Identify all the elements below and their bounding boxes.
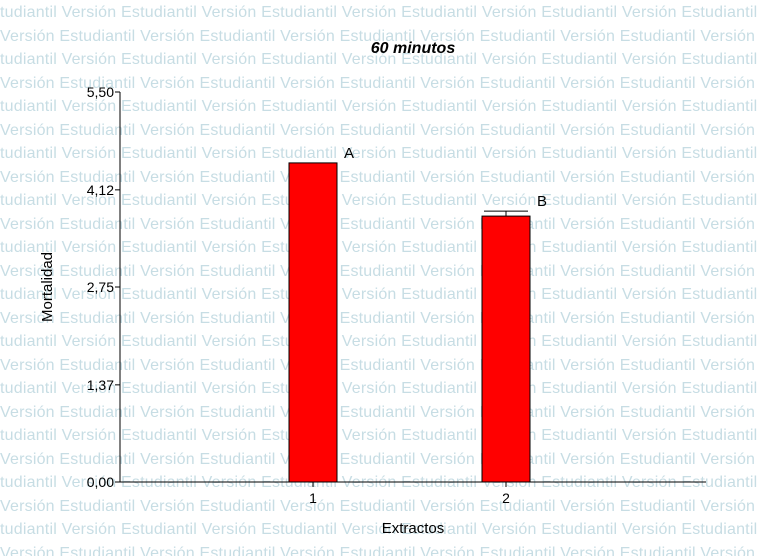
y-tick-label: 4,12 <box>87 182 114 198</box>
axes <box>119 92 706 483</box>
bar-label-B: B <box>537 193 547 210</box>
y-ticks: 0,00 1,37 2,75 4,12 5,50 <box>87 84 120 490</box>
bar-labels: AB <box>344 145 547 210</box>
x-axis-label: Extractos <box>382 520 445 537</box>
y-axis-label: Mortalidad <box>39 252 56 322</box>
x-tick-label: 1 <box>309 490 317 506</box>
y-tick-label: 0,00 <box>87 474 114 490</box>
x-tick-label: 2 <box>502 490 510 506</box>
y-tick-label: 5,50 <box>87 84 114 100</box>
bar-1 <box>288 162 338 483</box>
bars <box>288 162 531 483</box>
bar-2 <box>481 215 531 483</box>
y-tick-label: 2,75 <box>87 279 114 295</box>
chart-title: 60 minutos <box>371 40 456 57</box>
bar-label-A: A <box>344 145 354 162</box>
y-tick-label: 1,37 <box>87 377 114 393</box>
